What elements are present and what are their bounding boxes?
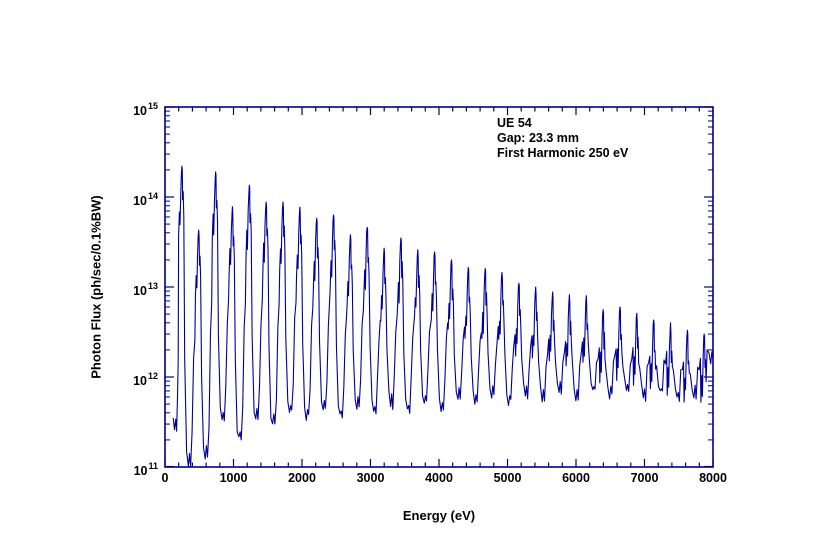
y-tick-label: 1014 (133, 191, 158, 209)
plot-frame (164, 106, 714, 468)
y-tick-label: 1013 (133, 281, 158, 299)
x-tick-label: 5000 (493, 471, 522, 485)
x-tick-label: 1000 (219, 471, 248, 485)
x-tick-label: 4000 (425, 471, 453, 485)
x-axis-title: Energy (eV) (402, 508, 476, 523)
annotation-line-gap: Gap: 23.3 mm (497, 131, 579, 145)
flux-spectrum-curve (172, 165, 714, 468)
x-tick-label: 7000 (630, 471, 659, 485)
annotation-block: UE 54 Gap: 23.3 mm First Harmonic 250 eV (497, 116, 628, 161)
y-tick-label: 1011 (133, 460, 158, 478)
x-tick-label: 2000 (288, 471, 316, 485)
annotation-line-device: UE 54 (497, 116, 532, 130)
x-tick-label: 8000 (699, 471, 727, 485)
y-tick-label: 1015 (133, 101, 158, 119)
annotation-line-harmonic: First Harmonic 250 eV (497, 146, 629, 160)
y-axis-title: Photon Flux (ph/sec/0.1%BW) (88, 195, 104, 379)
y-tick-label: 1012 (133, 371, 158, 389)
x-tick-label: 3000 (356, 471, 385, 485)
x-tick-label: 6000 (562, 471, 590, 485)
x-tick-label: 0 (161, 471, 169, 485)
